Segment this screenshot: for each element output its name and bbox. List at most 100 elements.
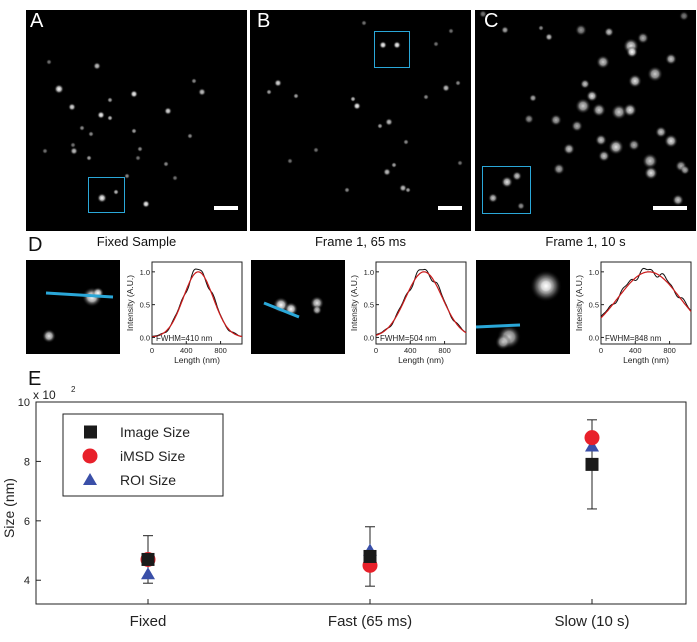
zoom-spots <box>263 296 324 319</box>
fluorescent-spot <box>604 27 614 37</box>
fluorescent-spot <box>642 153 658 169</box>
x-tick-label: 400 <box>180 346 193 355</box>
fluorescent-spot <box>42 148 48 154</box>
gaussian-fit-line <box>375 271 467 336</box>
micrograph-c-spots <box>479 10 690 210</box>
fluorescent-spot <box>42 329 56 343</box>
fluorescent-spot <box>550 114 562 126</box>
profile-line <box>45 291 114 299</box>
micrograph-fixed-sample <box>26 10 247 231</box>
fluorescent-spot <box>545 33 553 41</box>
scale-bar <box>214 206 238 210</box>
fluorescent-spot <box>536 276 556 296</box>
micrograph-frame-65ms <box>250 10 471 231</box>
y-axis-label: Size (nm) <box>1 478 17 538</box>
fluorescent-spot <box>97 193 107 203</box>
fluorescent-spot <box>385 118 393 126</box>
fluorescent-spot <box>130 90 138 98</box>
zoom-spots <box>476 270 562 350</box>
fluorescent-spot <box>563 143 575 155</box>
fluorescent-spot <box>86 155 92 161</box>
fluorescent-spot <box>637 32 649 44</box>
fwhm-label: FWHM=504 nm <box>380 334 437 343</box>
profile-line <box>476 323 521 329</box>
legend-label: Image Size <box>120 424 190 440</box>
fluorescent-spot <box>571 120 583 132</box>
legend-circle-marker <box>82 448 98 464</box>
panel-label-c: C <box>484 10 499 32</box>
fluorescent-spot <box>274 79 282 87</box>
fluorescent-spot <box>361 20 367 26</box>
fluorescent-spot <box>107 97 113 103</box>
image-size-point <box>363 549 377 563</box>
profile-line <box>263 301 300 319</box>
image-size-point <box>585 457 599 471</box>
fluorescent-spot <box>665 53 677 65</box>
fluorescent-spot <box>135 155 141 161</box>
fluorescent-spot <box>93 62 101 70</box>
fluorescent-spot <box>628 74 642 88</box>
fluorescent-spot <box>433 41 439 47</box>
fluorescent-spot <box>457 160 463 166</box>
y-axis-label: Intensity (A.U.) <box>349 275 359 331</box>
legend: Image Size iMSD Size ROI Size <box>62 413 224 497</box>
fluorescent-spot <box>623 103 637 117</box>
zoom-spots <box>42 287 114 343</box>
fluorescent-spot <box>68 103 76 111</box>
fluorescent-spot <box>608 139 624 155</box>
fluorescent-spot <box>107 115 113 121</box>
x-tick-label: 0 <box>599 346 603 355</box>
caption-fixed-sample: Fixed Sample <box>96 234 177 249</box>
category-label: Fast (65 ms) <box>328 613 412 630</box>
y-tick-label: 10 <box>18 397 30 409</box>
y-tick-label: 1.0 <box>589 268 599 277</box>
fluorescent-spot <box>488 193 498 203</box>
fluorescent-spot <box>350 96 356 102</box>
y-tick-label: 4 <box>24 575 30 587</box>
scale-bar <box>653 206 687 210</box>
fluorescent-spot <box>70 147 78 155</box>
fluorescent-spot <box>423 94 429 100</box>
fluorescent-spot <box>313 147 319 153</box>
fluorescent-spot <box>501 26 509 34</box>
x-axis-label: Length (nm) <box>174 355 220 365</box>
fluorescent-spot <box>595 134 607 146</box>
imsd-size-point <box>584 430 600 446</box>
size-comparison-chart: x 10 2 4 6 8 10 Size (nm) Fixed Fast (65 ms) Slow… <box>1 385 687 630</box>
x-tick-label: 400 <box>404 346 417 355</box>
fluorescent-spot <box>293 93 299 99</box>
micrograph-frame-10s <box>475 10 696 231</box>
fluorescent-spot <box>479 10 487 18</box>
fluorescent-spot <box>46 59 52 65</box>
fluorescent-spot <box>679 11 689 21</box>
y-axis-label: Intensity (A.U.) <box>125 275 135 331</box>
zoom-fixed <box>26 260 120 354</box>
scale-bar <box>438 206 462 210</box>
raw-profile-line <box>151 268 243 337</box>
fluorescent-spot <box>344 187 350 193</box>
fluorescent-spot <box>164 107 172 115</box>
fluorescent-spot <box>586 90 598 102</box>
fluorescent-spot <box>131 128 137 134</box>
caption-frame-65ms: Frame 1, 65 ms <box>314 234 407 249</box>
fluorescent-spot <box>405 187 411 193</box>
fluorescent-spot <box>448 28 454 34</box>
y-tick-label: 8 <box>24 456 30 468</box>
roi-box <box>482 166 531 214</box>
x-tick-label: 800 <box>663 346 676 355</box>
x-tick-label: 0 <box>374 346 378 355</box>
y-tick-label: 0.0 <box>140 333 150 342</box>
fluorescent-spot <box>287 158 293 164</box>
fluorescent-spot <box>611 104 627 120</box>
fluorescent-spot <box>187 133 193 139</box>
roi-box <box>88 177 125 213</box>
fluorescent-spot <box>672 194 684 206</box>
gaussian-fit-line <box>151 271 243 338</box>
category-label: Slow (10 s) <box>554 613 629 630</box>
fluorescent-spot <box>538 25 544 31</box>
micrograph-b-spots <box>266 20 463 193</box>
fluorescent-spot <box>517 202 525 210</box>
micrograph-a-spots <box>42 59 206 208</box>
raw-profile-line <box>375 268 467 336</box>
fluorescent-spot <box>137 146 143 152</box>
